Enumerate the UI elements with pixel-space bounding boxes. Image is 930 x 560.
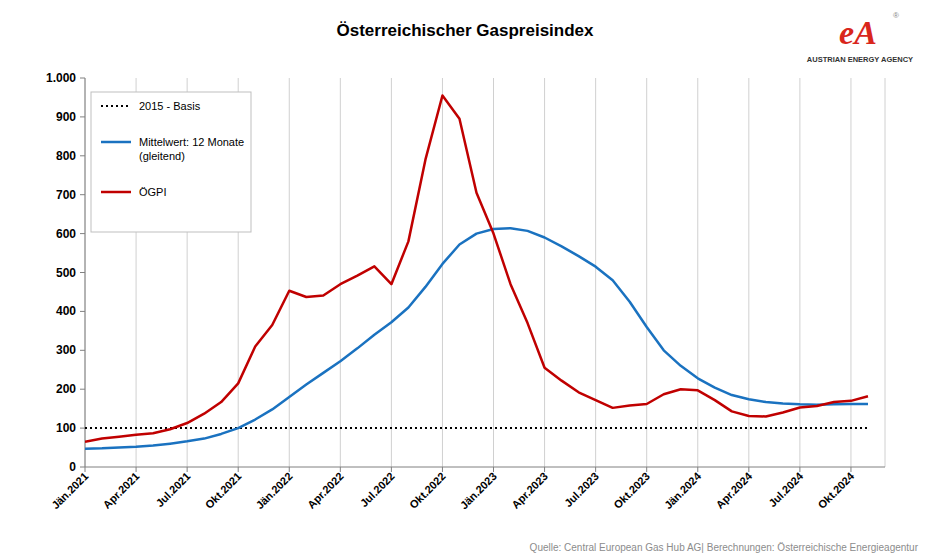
legend: 2015 - Basis Mittelwert: 12 Monate(gleite…	[91, 92, 251, 232]
x-tick-label: Apr.2023	[509, 470, 550, 511]
legend-box	[91, 92, 251, 232]
y-tick-label: 1.000	[46, 71, 76, 85]
x-tick	[646, 467, 647, 472]
logo-registered: ®	[893, 11, 899, 20]
y-tick	[80, 155, 85, 156]
y-tick-label: 800	[56, 149, 76, 163]
x-tick-label: Apr.2022	[305, 470, 346, 511]
logo-mark: eA	[839, 14, 877, 51]
x-tick	[340, 467, 341, 472]
y-tick-label: 900	[56, 110, 76, 124]
y-tick	[80, 272, 85, 273]
grid-line	[289, 78, 290, 467]
source: Quelle: Central European Gas Hub AG| Ber…	[530, 542, 919, 553]
grid-line	[697, 78, 698, 467]
title: Österreichischer Gaspreisindex	[336, 21, 594, 40]
grid-line	[544, 78, 545, 467]
x-tick	[442, 467, 443, 472]
logo-name: AUSTRIAN ENERGY AGENCY	[807, 55, 913, 64]
series-line	[85, 96, 868, 442]
x-tick	[289, 467, 290, 472]
y-tick	[80, 389, 85, 390]
y-tick	[80, 350, 85, 351]
x-tick-label: Apr.2021	[101, 470, 142, 511]
y-tick	[80, 311, 85, 312]
grid-line	[595, 78, 596, 467]
x-tick-label: Jän.2024	[662, 469, 704, 511]
x-tick	[697, 467, 698, 472]
legend-swatch	[101, 105, 131, 107]
grid-line	[493, 78, 494, 467]
grid-line	[340, 78, 341, 467]
x-tick	[136, 467, 137, 472]
x-tick	[391, 467, 392, 472]
grid-line	[391, 78, 392, 467]
grid-line	[646, 78, 647, 467]
x-tick-label: Jul.2023	[562, 470, 601, 509]
y-tick	[80, 428, 85, 429]
y-tick	[80, 116, 85, 117]
y-tick-label: 400	[56, 304, 76, 318]
legend-label: ÖGPI	[139, 186, 167, 198]
x-axis	[85, 467, 885, 468]
y-tick-label: 300	[56, 343, 76, 357]
y-tick	[80, 233, 85, 234]
y-tick-label: 200	[56, 382, 76, 396]
x-tick-label: Jul.2022	[358, 470, 397, 509]
y-tick-label: 700	[56, 188, 76, 202]
x-tick	[544, 467, 545, 472]
y-tick	[80, 78, 85, 79]
grid-line	[885, 78, 886, 467]
x-tick-label: Okt.2022	[407, 470, 448, 511]
x-tick	[85, 467, 86, 472]
y-tick	[80, 467, 85, 468]
x-tick	[238, 467, 239, 472]
y-tick-label: 500	[56, 266, 76, 280]
legend-swatch	[101, 141, 131, 144]
y-tick-label: 0	[69, 460, 76, 474]
x-tick-label: Jän.2021	[49, 470, 90, 511]
x-tick	[493, 467, 494, 472]
x-tick	[595, 467, 596, 472]
y-tick	[80, 194, 85, 195]
x-tick-label: Okt.2024	[815, 469, 857, 511]
grid-line	[442, 78, 443, 467]
x-tick-label: Jän.2023	[458, 470, 499, 511]
legend-swatch	[101, 191, 131, 194]
x-tick-label: Okt.2023	[611, 470, 652, 511]
legend-label: 2015 - Basis	[139, 100, 201, 112]
x-tick-label: Jän.2022	[253, 470, 294, 511]
background	[0, 0, 930, 560]
series-line	[85, 427, 868, 429]
x-tick	[799, 467, 800, 472]
x-tick-label: Jul.2024	[766, 469, 806, 509]
legend-label: Mittelwert: 12 Monate(gleitend)	[139, 136, 244, 162]
grid-line	[748, 78, 749, 467]
y-tick-label: 100	[56, 421, 76, 435]
grid-line	[850, 78, 851, 467]
x-tick	[850, 467, 851, 472]
chart: Österreichischer Gaspreisindex eA ® AUSTRIA…	[0, 0, 930, 560]
y-tick-label: 600	[56, 227, 76, 241]
x-tick-label: Jul.2021	[153, 470, 192, 509]
x-tick-label: Apr.2024	[713, 469, 755, 511]
x-tick	[187, 467, 188, 472]
x-tick-label: Okt.2021	[203, 470, 244, 511]
x-tick	[748, 467, 749, 472]
